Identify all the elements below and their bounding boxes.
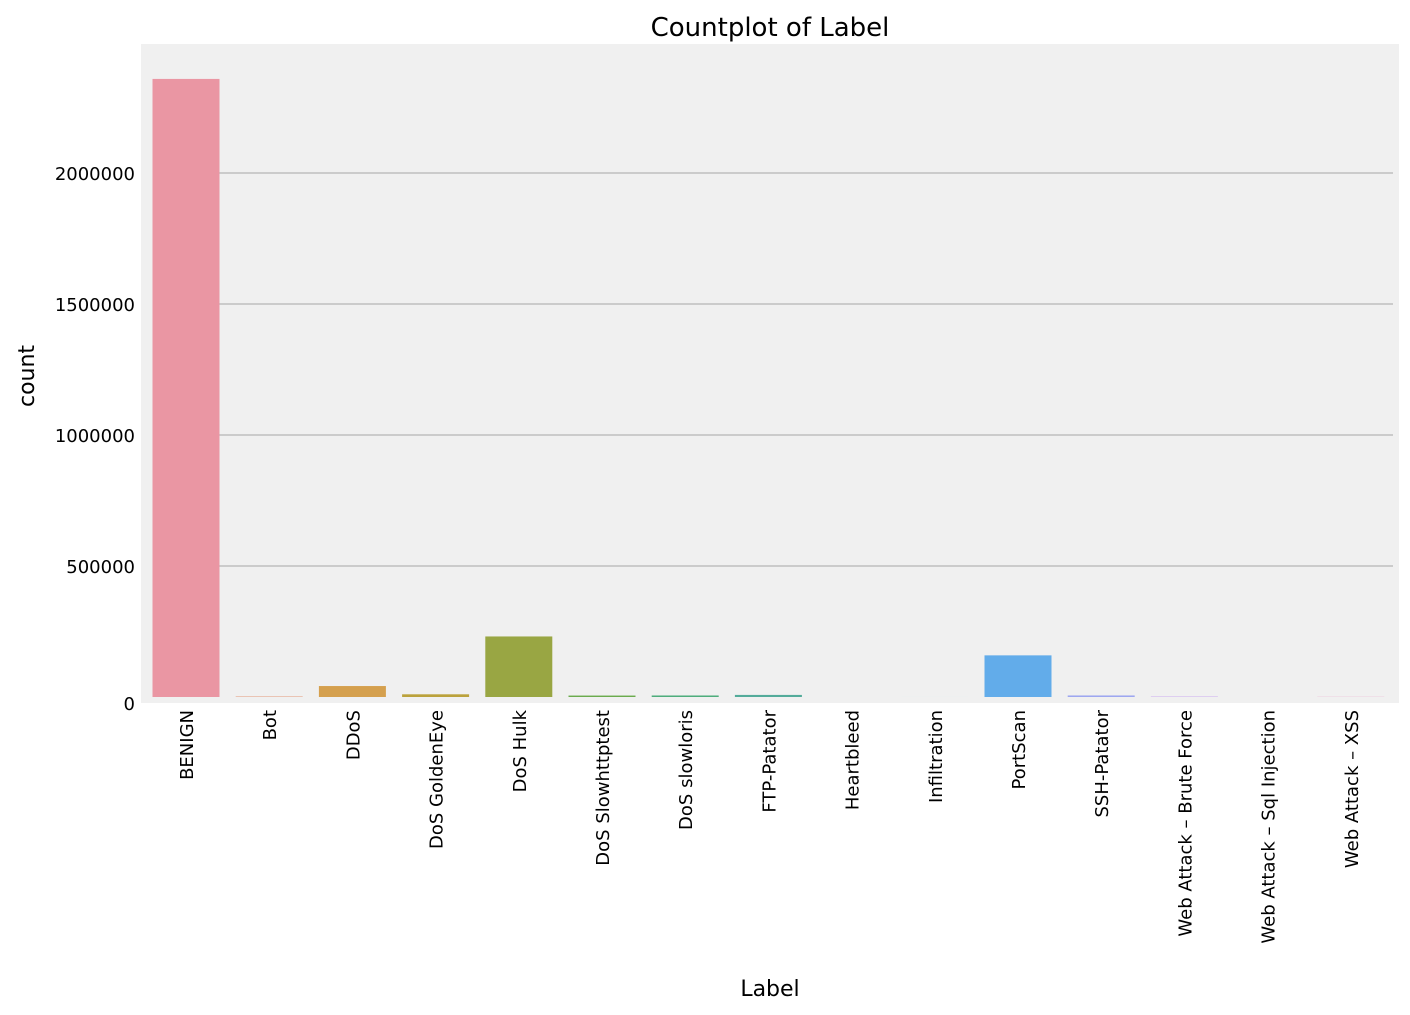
- y-tick-label: 500000: [66, 557, 135, 578]
- x-tick-label: FTP-Patator: [759, 709, 780, 812]
- bar-ftp-patator: [734, 694, 802, 697]
- bars: [152, 78, 1385, 698]
- bar-dos-slowloris: [651, 695, 719, 697]
- y-tick-label: 1500000: [55, 295, 135, 316]
- x-tick-label: DoS Slowhttptest: [593, 710, 614, 866]
- y-tick-label: 0: [124, 694, 135, 715]
- bar-portscan: [984, 655, 1052, 697]
- bar-bot: [235, 696, 303, 697]
- x-tick-label: DoS Hulk: [510, 709, 531, 792]
- x-tick-label: Infiltration: [926, 710, 947, 803]
- bar-dos-slowhttptest: [568, 695, 636, 697]
- chart-title: Countplot of Label: [651, 13, 890, 43]
- bar-ssh-patator: [1067, 695, 1135, 697]
- y-axis-label: count: [15, 345, 40, 407]
- x-tick-label: Web Attack – XSS: [1342, 710, 1363, 868]
- x-tick-label: Web Attack – Brute Force: [1175, 710, 1196, 937]
- x-tick-label: DoS slowloris: [676, 710, 697, 830]
- gridlines: [219, 172, 1393, 567]
- bar-dos-goldeneye: [402, 694, 470, 697]
- x-tick-label: PortScan: [1009, 710, 1030, 789]
- bar-dos-hulk: [485, 636, 553, 697]
- x-tick-label: DDoS: [343, 710, 364, 760]
- x-axis-label: Label: [740, 977, 799, 1002]
- bar-benign: [152, 78, 220, 698]
- plot-area: [141, 44, 1399, 703]
- x-tick-label: Bot: [260, 710, 281, 740]
- y-tick-label: 1000000: [55, 426, 135, 447]
- x-tick-label: BENIGN: [177, 710, 198, 780]
- x-axis-ticks: BENIGN Bot DDoS DoS GoldenEye DoS Hulk DoS Sl…: [177, 709, 1363, 943]
- x-tick-label: DoS GoldenEye: [427, 710, 448, 849]
- bar-ddos: [318, 686, 386, 697]
- x-tick-label: Heartbleed: [843, 710, 864, 810]
- y-axis-ticks: 0 500000 1000000 1500000 2000000: [55, 164, 135, 715]
- x-tick-label: SSH-Patator: [1092, 709, 1113, 817]
- x-tick-label: Web Attack – Sql Injection: [1259, 710, 1280, 944]
- y-tick-label: 2000000: [55, 164, 135, 185]
